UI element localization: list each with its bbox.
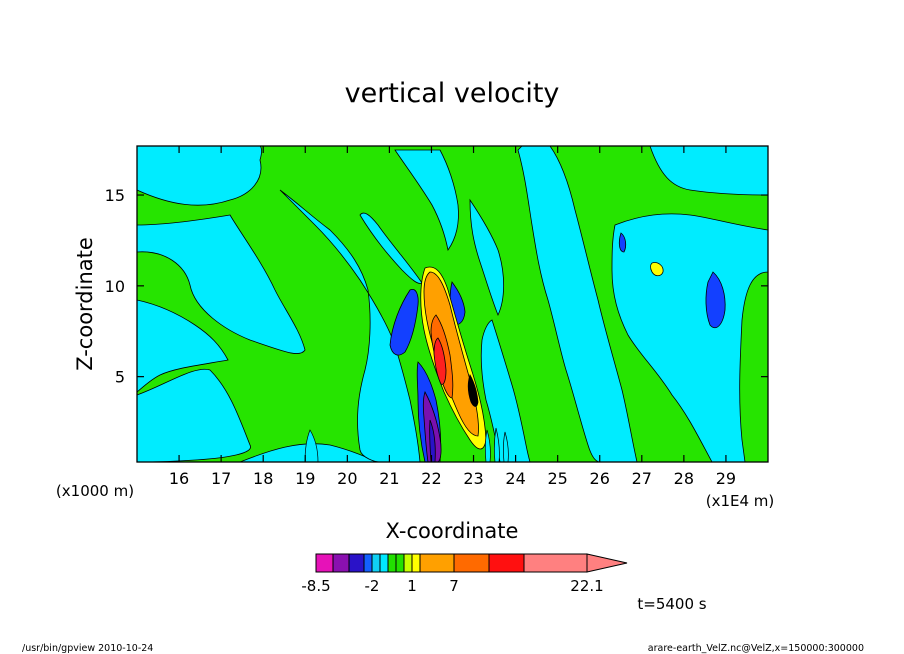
x-tick-label: 25 [547,469,567,488]
negative-weak-regions [137,146,768,462]
x-tick-label: 19 [295,469,315,488]
colorbar-extend-arrow [586,553,628,573]
y-tick-label: 10 [105,277,125,296]
x-tick-label: 26 [590,469,610,488]
plot-frame [136,145,769,463]
plot-area [137,146,768,462]
updraft-core [420,266,487,450]
colorbar-swatch [315,553,334,573]
y-unit-note: (x1000 m) [56,482,134,500]
colorbar-swatch [411,553,421,573]
colorbar-label: -2 [365,577,380,595]
y-tick-label: 15 [105,186,125,205]
colorbar-swatch [453,553,490,573]
colorbar-swatch [387,553,397,573]
x-tick-label: 23 [463,469,483,488]
colorbar-swatch [523,553,588,573]
x-axis-label: X-coordinate [386,519,519,543]
colorbar-label: 7 [449,577,459,595]
footer-right: arare-earth_VelZ.nc@VelZ,x=150000:300000 [648,643,864,654]
x-tick-label: 18 [253,469,273,488]
x-tick-label: 28 [674,469,694,488]
x-tick-label: 21 [379,469,399,488]
colorbar-label: 22.1 [570,577,603,595]
colorbar-swatch [395,553,405,573]
x-tick-label: 24 [505,469,525,488]
chart-title: vertical velocity [345,78,560,109]
colorbar-swatch [488,553,525,573]
colorbar: -8.5 -2 1 7 22.1 [301,553,628,595]
colorbar-swatch [348,553,365,573]
x-tick-label: 29 [716,469,736,488]
x-tick-label: 22 [421,469,441,488]
footer-left: /usr/bin/gpview 2010-10-24 [22,643,153,654]
colorbar-swatch [403,553,413,573]
colorbar-label: 1 [407,577,417,595]
time-label: t=5400 s [637,595,706,613]
x-unit-note: (x1E4 m) [706,492,775,510]
x-tick-label: 16 [169,469,189,488]
colorbar-label: -8.5 [301,577,330,595]
colorbar-swatch [332,553,350,573]
negative-extreme-regions [422,390,442,462]
positive-patch [650,262,664,277]
x-axis: 16 17 18 19 20 21 22 23 24 25 26 27 28 29 [169,146,736,488]
y-axis: 5 10 15 [105,186,768,387]
x-tick-label: 20 [337,469,357,488]
y-axis-label: Z-coordinate [73,237,97,371]
colorbar-swatch [371,553,381,573]
surface-oscillations [304,427,509,462]
x-tick-label: 27 [632,469,652,488]
colorbar-swatch [379,553,389,573]
x-tick-label: 17 [211,469,231,488]
colorbar-swatch [419,553,455,573]
colorbar-swatch [363,553,373,573]
y-tick-label: 5 [115,368,125,387]
